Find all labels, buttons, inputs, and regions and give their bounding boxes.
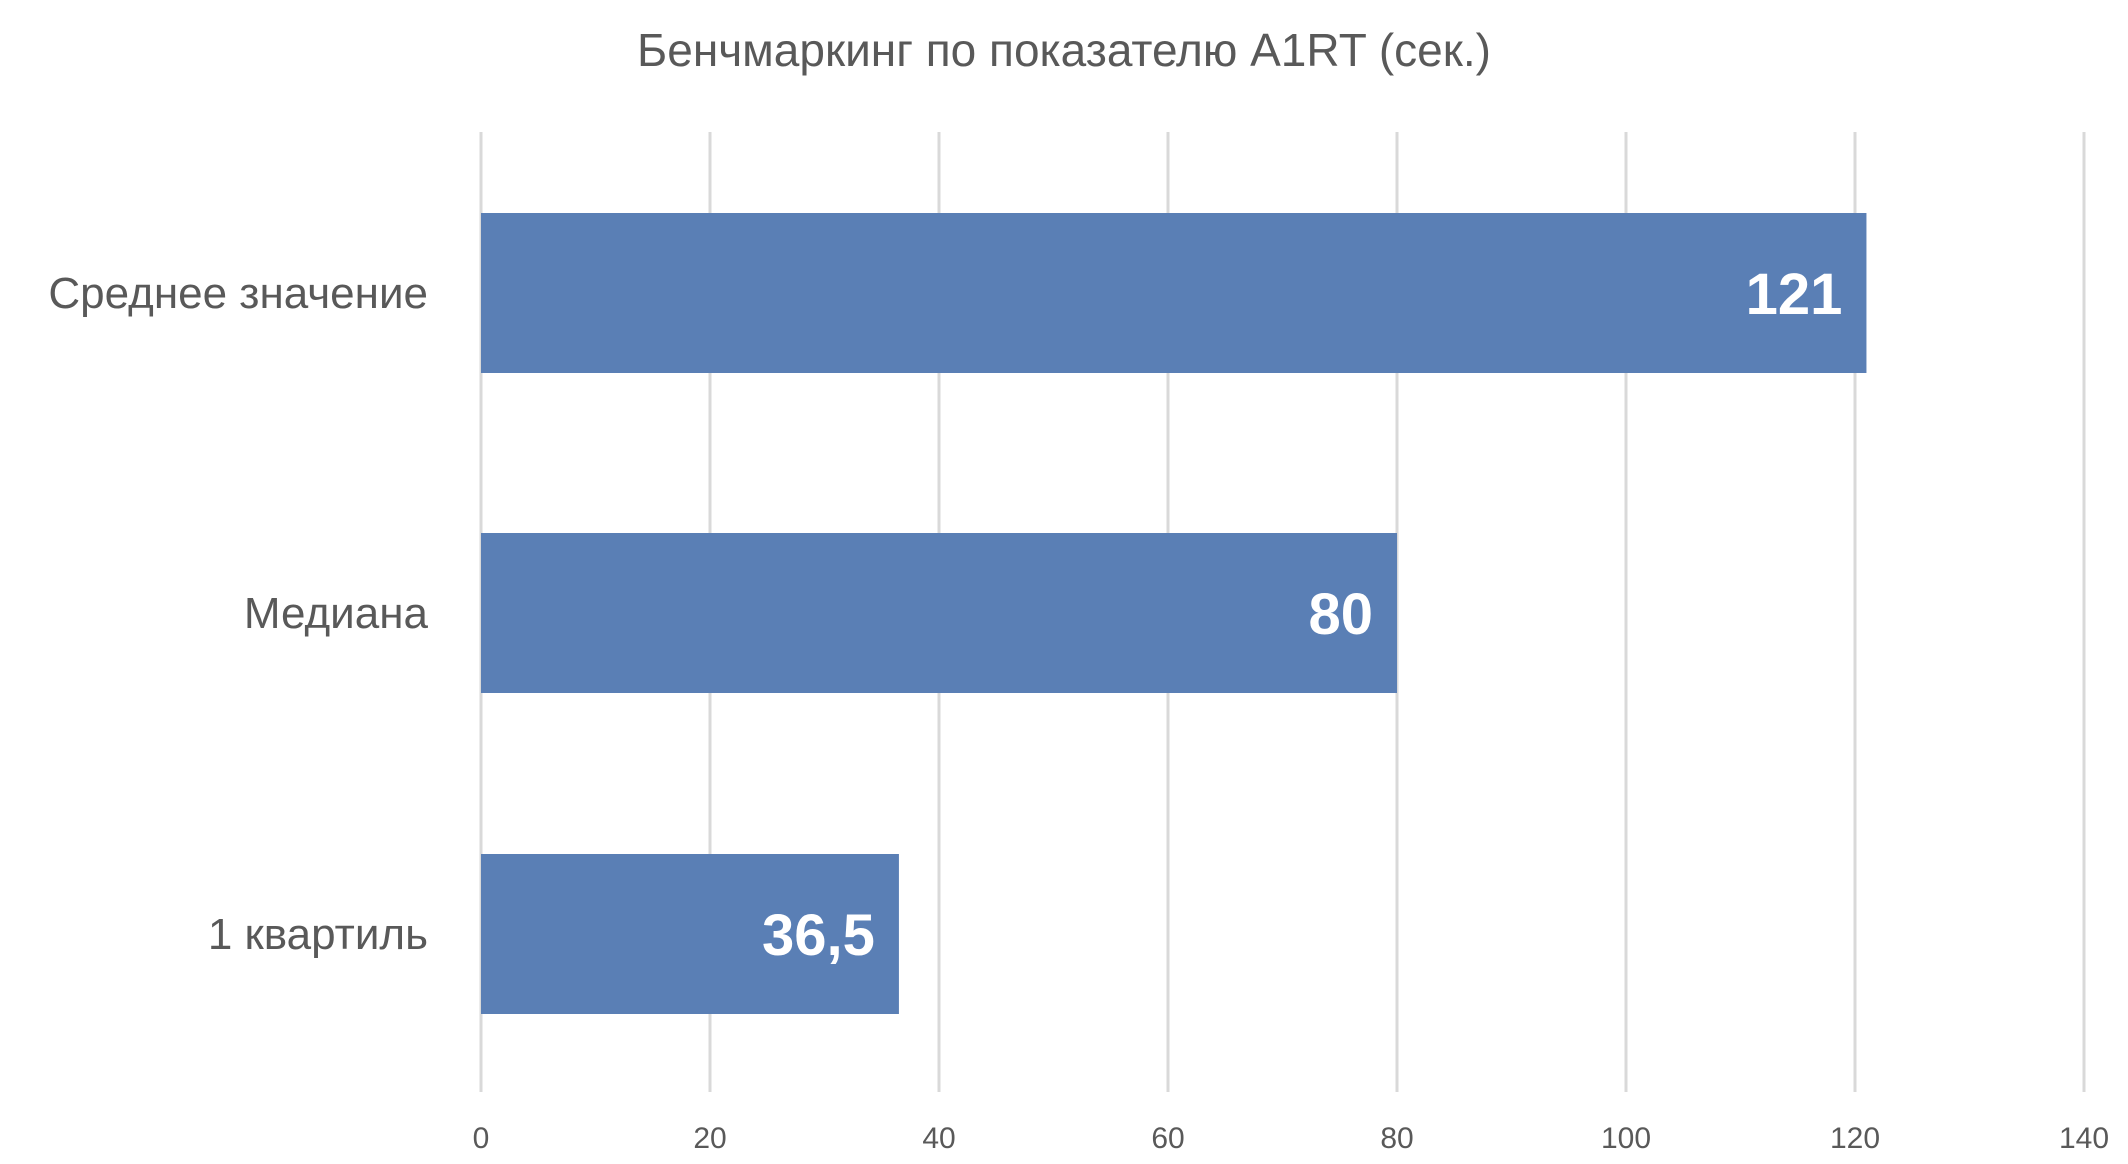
x-tick-label: 20 bbox=[693, 1122, 726, 1155]
x-tick-label: 0 bbox=[473, 1122, 490, 1155]
bars: 121 80 36,5 bbox=[481, 213, 1867, 1014]
x-axis-tick-labels: 0 20 40 60 80 100 120 140 bbox=[473, 1122, 2109, 1155]
bar bbox=[481, 854, 899, 1014]
data-label: 80 bbox=[1308, 582, 1373, 647]
x-tick-label: 60 bbox=[1151, 1122, 1184, 1155]
category-labels: Среднее значение Медиана 1 квартиль bbox=[48, 269, 428, 959]
x-tick-label: 140 bbox=[2059, 1122, 2109, 1155]
category-label: 1 квартиль bbox=[208, 910, 428, 959]
chart-title: Бенчмаркинг по показателю A1RT (сек.) bbox=[637, 24, 1491, 76]
data-label: 121 bbox=[1746, 262, 1843, 327]
category-label: Медиана bbox=[244, 589, 429, 638]
category-label: Среднее значение bbox=[48, 269, 428, 318]
data-label: 36,5 bbox=[762, 903, 875, 968]
x-tick-label: 120 bbox=[1830, 1122, 1880, 1155]
bar bbox=[481, 533, 1397, 693]
bar bbox=[481, 213, 1867, 373]
x-tick-label: 100 bbox=[1601, 1122, 1651, 1155]
x-tick-label: 80 bbox=[1380, 1122, 1413, 1155]
x-tick-label: 40 bbox=[922, 1122, 955, 1155]
